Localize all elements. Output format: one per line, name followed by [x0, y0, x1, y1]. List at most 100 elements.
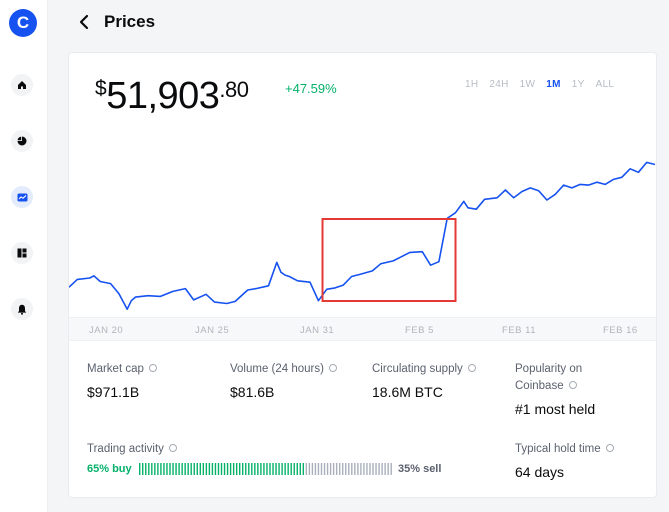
activity-bar-segment [345, 463, 347, 475]
top-bar: Prices [48, 0, 669, 48]
activity-bar-segment [217, 463, 220, 475]
volume-value: $81.6B [230, 384, 275, 400]
activity-bar-segment [208, 463, 211, 475]
info-icon[interactable] [148, 364, 157, 372]
activity-bar-segment [266, 463, 268, 475]
activity-bar-segment [342, 463, 344, 475]
highlight-box [321, 218, 457, 302]
activity-bar-segment [223, 463, 226, 475]
market-cap-label: Market cap [87, 363, 157, 375]
activity-bar-segment [166, 463, 168, 475]
activity-bar-segment [302, 463, 305, 475]
activity-bar-segment [181, 463, 183, 475]
activity-bar-segment [202, 463, 205, 475]
activity-bar-segment [193, 463, 195, 475]
info-icon[interactable] [328, 364, 337, 372]
activity-bar-segment [238, 463, 241, 475]
x-tick-label: JAN 20 [89, 325, 124, 336]
trading-activity-bar [139, 463, 392, 475]
price-card: $51,903.80 +47.59% 1H 24H 1W 1M 1Y ALL JAN 20… [68, 52, 657, 498]
price-cents: .80 [219, 77, 249, 102]
activity-bar-segment [160, 463, 162, 475]
time-range-selector: 1H 24H 1W 1M 1Y ALL [465, 79, 625, 90]
activity-bar-segment [281, 463, 283, 475]
activity-bar-segment [229, 463, 232, 475]
activity-bar-segment [320, 463, 323, 475]
x-tick-label: JAN 31 [300, 325, 335, 336]
price-whole: 51,903 [106, 75, 220, 117]
price-series-line [69, 161, 656, 310]
activity-bar-segment [278, 463, 280, 475]
trading-activity-label: Trading activity [87, 443, 177, 455]
activity-bar-segment [332, 463, 335, 475]
activity-bar-segment [390, 463, 392, 475]
activity-bar-segment [263, 463, 265, 475]
activity-bar-segment [248, 463, 250, 475]
activity-bar-segment [187, 463, 189, 475]
activity-bar-segment [284, 463, 286, 475]
activity-bar-segment [235, 463, 238, 475]
activity-bar-segment [372, 463, 374, 475]
activity-bar-segment [326, 463, 329, 475]
activity-bar-segment [317, 463, 320, 475]
activity-bar-segment [348, 463, 350, 475]
range-1h[interactable]: 1H [465, 79, 479, 90]
x-tick-label: JAN 25 [195, 325, 230, 336]
activity-bar-segment [354, 463, 356, 475]
popularity-label-line2: Coinbase [515, 380, 577, 392]
activity-bar-segment [163, 463, 165, 475]
activity-bar-segment [148, 463, 150, 475]
activity-bar-segment [293, 463, 295, 475]
range-24h[interactable]: 24H [489, 79, 509, 90]
activity-bar-segment [139, 463, 141, 475]
circulating-supply-value: 18.6M BTC [372, 384, 443, 400]
activity-bar-segment [375, 463, 377, 475]
popularity-label-line1: Popularity on [515, 363, 583, 375]
range-1m[interactable]: 1M [546, 79, 561, 90]
volume-label: Volume (24 hours) [230, 363, 337, 375]
activity-bar-segment [254, 463, 256, 475]
activity-bar-segment [329, 463, 332, 475]
range-1y[interactable]: 1Y [571, 79, 585, 90]
activity-bar-segment [196, 463, 198, 475]
activity-bar-segment [384, 463, 386, 475]
activity-bar-segment [272, 463, 274, 475]
activity-bar-segment [257, 463, 259, 475]
activity-bar-segment [323, 463, 326, 475]
activity-bar-segment [363, 463, 365, 475]
activity-bar-segment [369, 463, 371, 475]
prices-chart-icon[interactable] [11, 186, 33, 208]
activity-bar-segment [145, 463, 147, 475]
info-icon[interactable] [168, 444, 177, 452]
portfolio-pie-icon[interactable] [11, 130, 33, 152]
activity-bar-segment [305, 463, 308, 475]
activity-bar-segment [184, 463, 186, 475]
coinbase-logo[interactable]: C [9, 9, 37, 37]
dashboard-icon[interactable] [11, 242, 33, 264]
page-title: Prices [104, 12, 156, 31]
price-line-chart[interactable] [69, 148, 657, 318]
activity-bar-segment [245, 463, 247, 475]
activity-bar-segment [211, 463, 214, 475]
activity-bar-segment [338, 463, 341, 475]
activity-bar-segment [242, 463, 244, 475]
activity-bar-segment [220, 463, 223, 475]
activity-bar-segment [366, 463, 368, 475]
range-all[interactable]: ALL [595, 79, 615, 90]
activity-bar-segment [214, 463, 217, 475]
info-icon[interactable] [467, 364, 476, 372]
activity-bar-segment [360, 463, 362, 475]
notifications-bell-icon[interactable] [11, 298, 33, 320]
activity-bar-segment [178, 463, 180, 475]
activity-bar-segment [199, 463, 201, 475]
activity-bar-segment [190, 463, 192, 475]
home-icon[interactable] [11, 74, 33, 96]
price-change-percent: +47.59% [285, 81, 337, 96]
info-icon[interactable] [568, 381, 577, 389]
range-1w[interactable]: 1W [519, 79, 536, 90]
activity-bar-segment [351, 463, 353, 475]
chevron-left-icon[interactable] [75, 11, 95, 33]
popularity-value: #1 most held [515, 401, 596, 417]
info-icon[interactable] [605, 444, 614, 452]
activity-bar-segment [142, 463, 144, 475]
